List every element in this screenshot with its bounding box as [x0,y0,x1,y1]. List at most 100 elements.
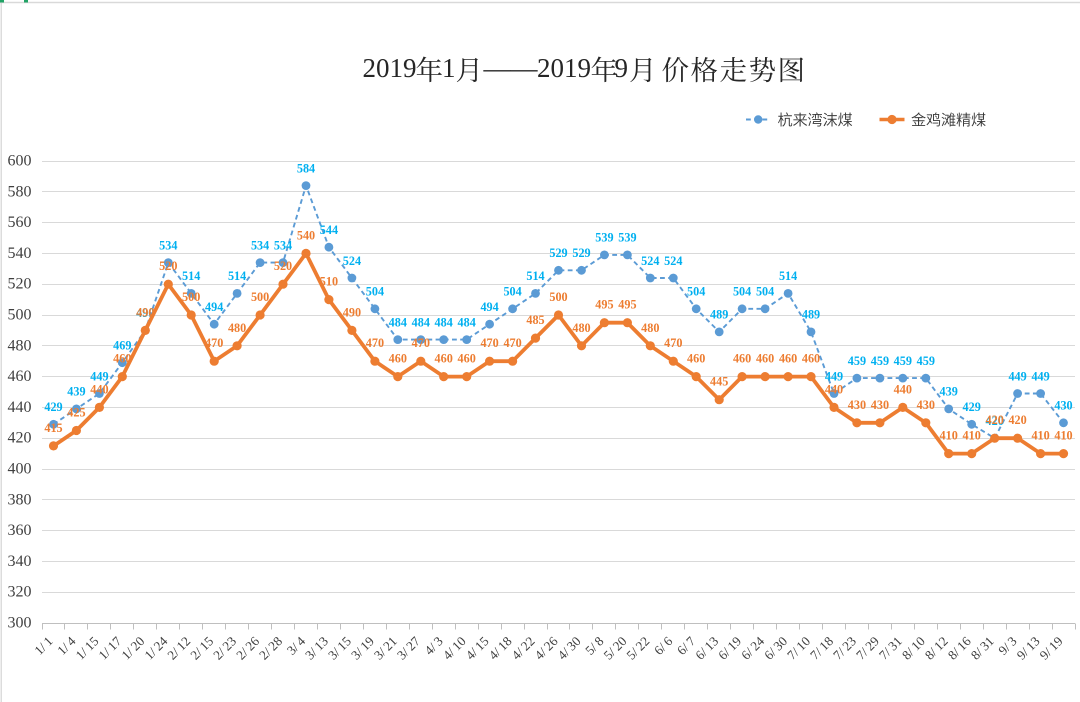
svg-text:470: 470 [205,336,223,350]
svg-text:495: 495 [595,298,613,312]
svg-text:495: 495 [618,298,636,312]
svg-text:520: 520 [274,259,292,273]
svg-text:459: 459 [917,354,935,368]
svg-text:490: 490 [343,305,361,319]
svg-text:440: 440 [825,382,843,396]
svg-text:420: 420 [986,413,1004,427]
svg-text:429: 429 [963,400,981,414]
svg-text:504: 504 [733,285,751,299]
svg-text:459: 459 [848,354,866,368]
svg-text:514: 514 [182,269,200,283]
svg-text:430: 430 [1054,399,1072,413]
svg-text:460: 460 [802,352,820,366]
svg-text:470: 470 [503,336,521,350]
svg-text:544: 544 [320,223,338,237]
svg-text:484: 484 [435,315,453,329]
svg-text:480: 480 [228,321,246,335]
svg-text:460: 460 [389,352,407,366]
svg-text:410: 410 [940,429,958,443]
svg-text:524: 524 [664,254,682,268]
svg-text:360: 360 [8,522,32,539]
svg-text:430: 430 [848,398,866,412]
svg-text:514: 514 [526,269,544,283]
svg-text:600: 600 [8,153,32,170]
svg-text:514: 514 [228,269,246,283]
svg-text:460: 460 [779,352,797,366]
svg-text:520: 520 [159,259,177,273]
svg-text:484: 484 [389,315,407,329]
svg-text:9: 9 [615,53,629,83]
svg-text:2019: 2019 [363,53,417,83]
svg-text:1: 1 [442,53,456,83]
svg-text:429: 429 [44,400,62,414]
svg-text:520: 520 [8,276,32,293]
svg-text:534: 534 [159,238,177,252]
svg-text:500: 500 [8,307,32,324]
svg-text:534: 534 [251,238,269,252]
svg-text:460: 460 [8,368,32,385]
svg-text:459: 459 [871,354,889,368]
svg-text:484: 484 [412,315,430,329]
svg-text:300: 300 [8,615,32,632]
svg-text:539: 539 [595,231,613,245]
svg-text:504: 504 [687,285,705,299]
svg-text:529: 529 [549,246,567,260]
svg-text:510: 510 [320,275,338,289]
svg-text:460: 460 [756,352,774,366]
svg-text:440: 440 [894,382,912,396]
svg-text:539: 539 [618,231,636,245]
svg-text:460: 460 [113,352,131,366]
svg-text:460: 460 [458,352,476,366]
svg-text:439: 439 [67,385,85,399]
svg-text:524: 524 [641,254,659,268]
svg-text:460: 460 [435,352,453,366]
svg-text:449: 449 [1031,369,1049,383]
svg-text:504: 504 [756,285,774,299]
svg-text:420: 420 [986,414,1004,428]
svg-text:449: 449 [825,369,843,383]
svg-text:529: 529 [572,246,590,260]
svg-text:560: 560 [8,214,32,231]
svg-text:320: 320 [8,584,32,601]
svg-text:430: 430 [871,398,889,412]
svg-text:420: 420 [8,430,32,447]
svg-text:449: 449 [90,369,108,383]
svg-text:470: 470 [480,336,498,350]
svg-text:580: 580 [8,183,32,200]
svg-text:500: 500 [549,290,567,304]
svg-text:440: 440 [90,382,108,396]
svg-text:415: 415 [44,421,62,435]
svg-text:460: 460 [687,352,705,366]
svg-text:480: 480 [8,337,32,354]
svg-text:500: 500 [251,290,269,304]
svg-text:459: 459 [894,354,912,368]
svg-text:470: 470 [366,336,384,350]
svg-text:490: 490 [136,306,154,320]
svg-text:490: 490 [136,305,154,319]
svg-text:504: 504 [366,285,384,299]
svg-text:584: 584 [297,161,315,175]
svg-text:445: 445 [710,375,728,389]
svg-text:410: 410 [963,429,981,443]
svg-text:480: 480 [641,321,659,335]
svg-text:2019: 2019 [537,53,591,83]
svg-text:439: 439 [940,385,958,399]
svg-text:480: 480 [572,321,590,335]
svg-text:494: 494 [205,300,223,314]
svg-text:524: 524 [343,254,361,268]
svg-text:494: 494 [480,300,498,314]
svg-text:——: —— [483,53,539,83]
svg-text:425: 425 [67,406,85,420]
svg-text:440: 440 [8,399,32,416]
svg-text:380: 380 [8,491,32,508]
svg-text:410: 410 [1054,429,1072,443]
svg-text:410: 410 [1031,429,1049,443]
svg-text:540: 540 [297,228,315,242]
svg-text:430: 430 [917,398,935,412]
svg-text:534: 534 [274,238,292,252]
svg-text:420: 420 [1008,413,1026,427]
svg-text:489: 489 [710,308,728,322]
svg-text:489: 489 [802,308,820,322]
svg-text:485: 485 [526,313,544,327]
svg-text:484: 484 [458,315,476,329]
